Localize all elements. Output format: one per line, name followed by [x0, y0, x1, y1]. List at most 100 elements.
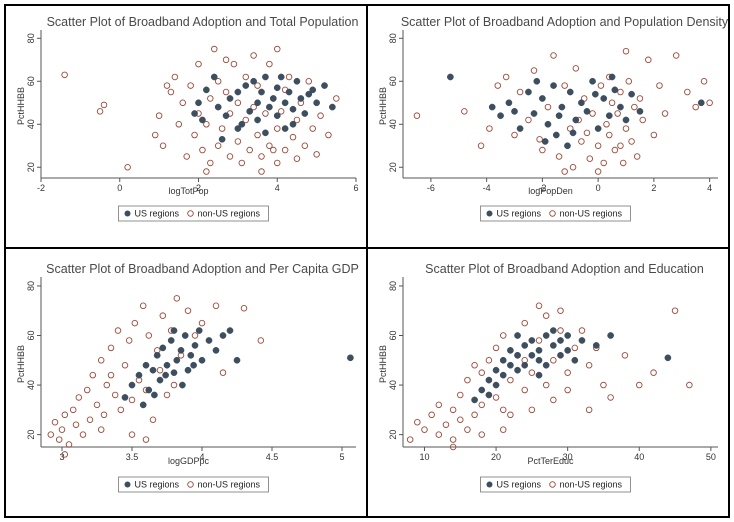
non-us-point	[258, 168, 265, 175]
legend-non-us-marker	[549, 210, 556, 217]
non-us-point	[619, 159, 627, 167]
us-point	[552, 131, 560, 139]
legend-non-us-marker	[187, 481, 194, 488]
us-point	[569, 129, 577, 137]
us-point	[293, 77, 301, 85]
legend-non-us-label: non-US regions	[560, 209, 623, 219]
y-tick-label: 20	[388, 430, 398, 440]
us-point	[242, 82, 250, 89]
us-point	[219, 332, 227, 339]
non-us-point	[58, 426, 66, 433]
non-us-point	[96, 108, 104, 115]
us-point	[535, 356, 543, 364]
us-point	[557, 351, 564, 359]
non-us-point	[555, 153, 563, 160]
us-point	[145, 386, 153, 394]
non-us-point	[198, 319, 206, 327]
non-us-point	[61, 71, 68, 79]
non-us-point	[97, 357, 105, 364]
us-point	[289, 105, 297, 113]
us-point	[297, 95, 305, 102]
non-us-point	[499, 426, 507, 433]
non-us-point	[672, 52, 680, 59]
non-us-point	[203, 168, 210, 175]
non-us-point	[139, 302, 147, 310]
us-point	[151, 391, 158, 399]
us-point	[289, 120, 297, 128]
non-us-point	[511, 131, 518, 139]
non-us-point	[607, 394, 614, 401]
us-point	[564, 332, 572, 339]
us-point	[566, 88, 574, 96]
non-us-point	[156, 366, 164, 374]
us-point	[478, 386, 486, 394]
non-us-point	[597, 82, 605, 89]
non-us-point	[435, 401, 443, 409]
x-tick-label: -2	[37, 183, 45, 193]
us-point	[121, 394, 129, 401]
non-us-point	[499, 332, 507, 339]
non-us-point	[234, 138, 242, 145]
non-us-point	[163, 391, 171, 399]
us-point	[564, 347, 572, 354]
non-us-point	[645, 56, 652, 64]
non-us-point	[61, 451, 69, 458]
us-point	[514, 366, 521, 374]
us-point	[238, 120, 246, 128]
us-point	[163, 361, 171, 369]
x-axis-label: PctTerEduc	[527, 456, 574, 466]
us-point	[214, 103, 222, 111]
non-us-point	[175, 121, 183, 128]
y-tick-label: 40	[26, 119, 36, 129]
us-point	[159, 344, 167, 352]
non-us-point	[621, 352, 629, 359]
us-point	[507, 347, 514, 354]
y-tick-label: 20	[26, 430, 36, 440]
chart-panel-education: Scatter Plot of Broadband Adoption and E…	[367, 248, 729, 517]
y-tick-label: 20	[26, 162, 36, 172]
y-tick-label: 60	[26, 330, 36, 340]
non-us-point	[449, 436, 457, 443]
us-point	[594, 125, 602, 132]
non-us-point	[625, 78, 633, 85]
non-us-point	[571, 344, 579, 352]
us-point	[135, 371, 143, 379]
legend-non-us-label: non-US regions	[198, 480, 261, 490]
non-us-point	[151, 131, 159, 139]
x-tick-label: 6	[353, 183, 358, 193]
us-point	[617, 103, 624, 111]
non-us-point	[128, 396, 136, 404]
non-us-point	[131, 319, 139, 327]
us-point	[195, 327, 203, 334]
x-tick-label: 4	[275, 183, 280, 193]
legend-us-label: US regions	[497, 209, 542, 219]
non-us-point	[464, 376, 471, 384]
non-us-point	[250, 103, 257, 111]
non-us-point	[142, 436, 150, 443]
non-us-point	[521, 386, 528, 394]
legend-us-label: US regions	[135, 480, 180, 490]
us-point	[583, 108, 591, 115]
non-us-point	[502, 73, 510, 81]
non-us-point	[114, 327, 122, 334]
us-point	[628, 90, 635, 98]
us-point	[139, 401, 147, 409]
legend-non-us-label: non-US regions	[560, 480, 623, 490]
us-point	[578, 337, 586, 344]
us-point	[226, 327, 234, 334]
us-point	[542, 332, 550, 339]
non-us-point	[100, 411, 108, 419]
non-us-point	[207, 159, 214, 167]
us-point	[156, 376, 164, 384]
chart-panel-density: Scatter Plot of Broadband Adoption and P…	[367, 5, 729, 248]
us-point	[250, 77, 257, 85]
non-us-point	[179, 99, 186, 107]
non-us-point	[530, 67, 538, 74]
us-point	[195, 99, 202, 107]
non-us-point	[636, 381, 643, 389]
us-point	[254, 116, 261, 124]
non-us-point	[281, 146, 289, 154]
non-us-point	[421, 426, 428, 433]
non-us-point	[128, 431, 136, 438]
us-point	[281, 99, 289, 107]
